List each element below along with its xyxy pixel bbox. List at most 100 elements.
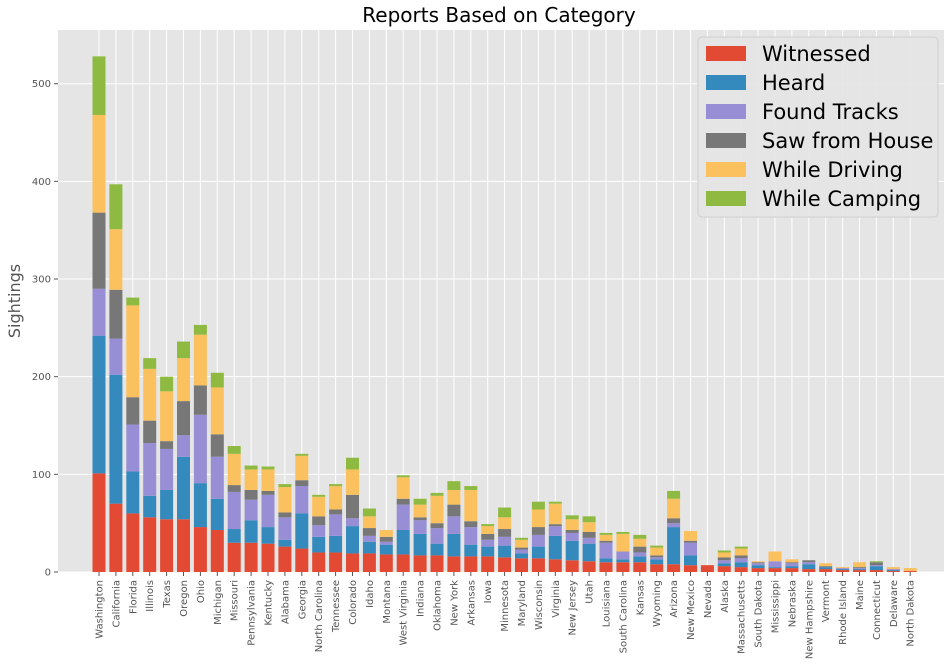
bar-segment xyxy=(160,489,174,520)
x-tick-label: Louisiana xyxy=(602,580,613,627)
bar-segment xyxy=(531,558,545,572)
bar-segment xyxy=(633,546,647,553)
bar-segment xyxy=(751,563,765,566)
bar-segment xyxy=(210,530,224,572)
x-tick-label: Alabama xyxy=(280,580,291,624)
bar-segment xyxy=(717,552,731,558)
x-tick-label: Colorado xyxy=(348,580,359,625)
bar-segment xyxy=(785,562,799,564)
x-tick-label: Florida xyxy=(128,580,139,614)
bar-segment xyxy=(464,527,478,545)
bar-segment xyxy=(616,533,630,552)
bar-segment xyxy=(785,568,799,572)
bar-segment xyxy=(802,560,816,563)
bar-segment xyxy=(160,519,174,572)
bar-segment xyxy=(734,546,748,549)
bar-segment xyxy=(515,553,528,559)
bar-segment xyxy=(261,490,275,495)
bar-segment xyxy=(312,525,326,537)
bar-segment xyxy=(819,567,833,570)
bar-segment xyxy=(109,229,123,290)
bar-segment xyxy=(633,534,647,539)
bar-segment xyxy=(869,566,883,571)
bar-segment xyxy=(210,387,224,435)
x-tick-label: Virginia xyxy=(551,580,562,618)
x-tick-label: Michigan xyxy=(213,580,224,625)
bar-segment xyxy=(430,523,444,529)
bar-segment xyxy=(362,535,376,542)
bar-segment xyxy=(227,485,241,492)
y-tick-label: 500 xyxy=(32,79,51,90)
bar-segment xyxy=(903,568,917,572)
bar-segment xyxy=(481,524,495,527)
bar-segment xyxy=(565,515,579,520)
bar-segment xyxy=(515,547,528,550)
bar-segment xyxy=(413,520,427,534)
x-tick-label: Oregon xyxy=(179,580,190,617)
bar-segment xyxy=(515,539,528,548)
bar-segment xyxy=(498,507,512,518)
bar-segment xyxy=(210,434,224,457)
bar-segment xyxy=(329,486,343,510)
bar-segment xyxy=(853,562,866,568)
bar-segment xyxy=(447,481,461,490)
bar-segment xyxy=(379,554,393,572)
bar-segment xyxy=(785,559,799,563)
bar-segment xyxy=(430,495,444,524)
bar-segment xyxy=(193,483,207,528)
x-tick-label: New York xyxy=(449,580,460,626)
x-tick-label: Minnesota xyxy=(500,580,511,632)
bar-segment xyxy=(565,540,579,561)
bar-segment xyxy=(819,563,833,567)
legend-label: Heard xyxy=(762,71,825,95)
bar-segment xyxy=(785,566,799,569)
bar-segment xyxy=(734,548,748,556)
bar-segment xyxy=(362,528,376,536)
bar-segment xyxy=(126,471,140,514)
bar-segment xyxy=(684,542,697,556)
x-tick-label: Pennsylvania xyxy=(247,580,258,646)
bar-segment xyxy=(143,495,157,518)
x-tick-label: South Dakota xyxy=(754,580,765,648)
x-tick-label: California xyxy=(111,580,122,628)
bar-segment xyxy=(481,556,495,572)
bar-segment xyxy=(751,568,765,572)
bar-segment xyxy=(261,494,275,528)
x-axis: Washington California Florida Illinois Texas… xyxy=(95,572,917,659)
bar-segment xyxy=(498,517,512,530)
bar-segment xyxy=(650,564,664,572)
bar-segment xyxy=(126,397,140,425)
legend-swatch xyxy=(706,162,746,177)
legend-swatch xyxy=(706,104,746,119)
bar-segment xyxy=(498,536,512,546)
bar-segment xyxy=(92,335,106,474)
bar-segment xyxy=(802,569,816,572)
bar-segment xyxy=(329,514,343,536)
bar-segment xyxy=(515,549,528,554)
bar-segment xyxy=(396,498,410,505)
bar-segment xyxy=(667,490,681,499)
x-tick-label: Alaska xyxy=(720,580,731,613)
bar-segment xyxy=(903,571,917,572)
bar-segment xyxy=(548,524,562,527)
bar-segment xyxy=(548,501,562,504)
bar-segment xyxy=(160,376,174,392)
legend-swatch xyxy=(706,46,746,61)
x-tick-label: Tennessee xyxy=(331,580,342,633)
bar-segment xyxy=(143,358,157,369)
bar-segment xyxy=(92,473,106,572)
bar-segment xyxy=(227,453,241,486)
bar-segment xyxy=(633,562,647,572)
bar-segment xyxy=(717,563,731,567)
bar-segment xyxy=(582,522,596,532)
bar-segment xyxy=(346,553,359,572)
bar-segment xyxy=(836,568,850,570)
bar-segment xyxy=(599,542,613,559)
bar-segment xyxy=(667,527,681,565)
bar-segment xyxy=(464,556,478,572)
bar-segment xyxy=(261,527,275,544)
x-tick-label: Indiana xyxy=(416,580,427,617)
bar-segment xyxy=(616,551,630,560)
x-tick-label: Idaho xyxy=(365,580,376,608)
